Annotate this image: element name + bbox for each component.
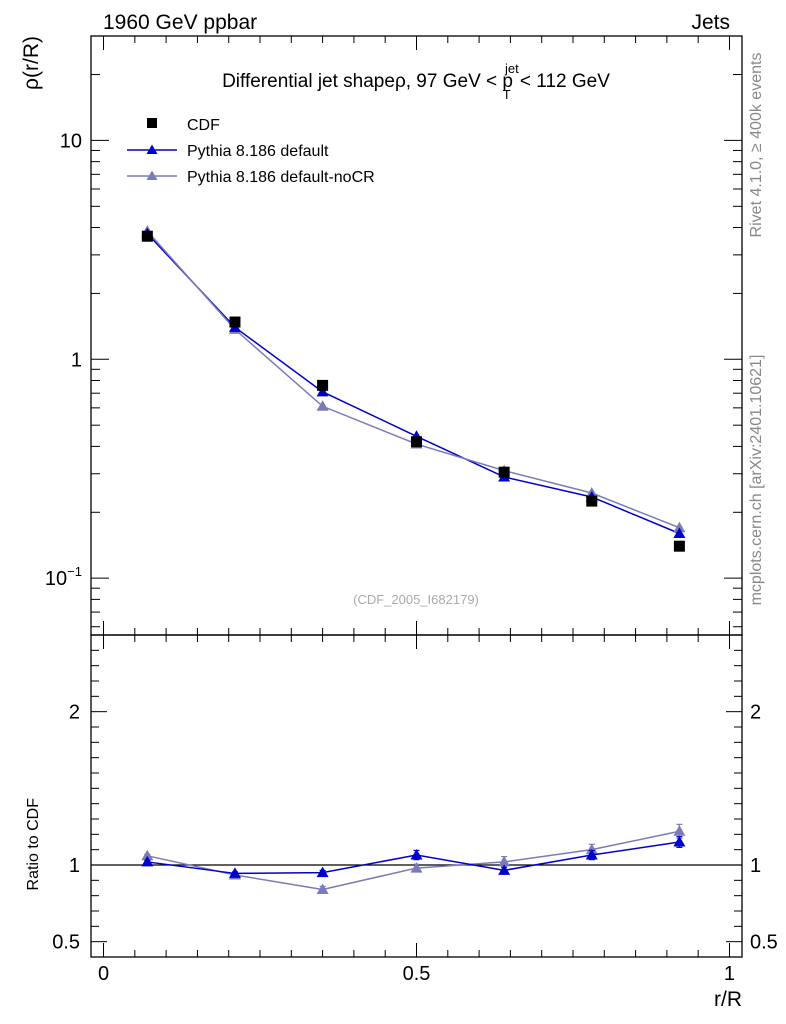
- ratio-data-point: [585, 843, 598, 855]
- legend-label-nocr: Pythia 8.186 default-noCR: [187, 169, 375, 186]
- ratio-data-point: [498, 864, 511, 875]
- mc-data-point: [673, 521, 686, 533]
- chart-title-sub: T: [503, 87, 511, 102]
- xlabel: r/R: [714, 988, 742, 1011]
- cdf-data-point: [411, 436, 422, 448]
- ratio-y-tick-label: 2: [69, 702, 80, 724]
- ratio-axes: 0 0.5 1 0.5 0.5 1 1 2 2: [52, 649, 778, 985]
- ratio-series-line: [147, 830, 680, 891]
- ratio-y-tick-label: 0.5: [52, 932, 80, 954]
- ratio-data-point: [316, 866, 329, 878]
- cdf-data-point: [141, 230, 153, 242]
- main-ylabel: ρ(r/R): [20, 36, 43, 90]
- mc-data-point: [316, 385, 329, 397]
- ratio-panel-frame: [90, 634, 743, 958]
- main-series-line: [146, 233, 680, 535]
- cdf-data-point: [317, 379, 329, 391]
- ratio-data-point: [228, 867, 241, 878]
- ratio-data-point: [498, 855, 511, 867]
- chart-title-suffix: < 112 GeV: [515, 71, 611, 92]
- chart-title-prefix: Differential jet shapeρ, 97 GeV < p: [222, 71, 513, 92]
- chart-title-sup: jet: [504, 61, 519, 76]
- y-tick-label-base: 10: [45, 568, 67, 590]
- mc-data-point: [316, 400, 329, 411]
- main-series-line: [146, 230, 680, 529]
- cdf-data-point: [673, 540, 685, 552]
- ratio-data-point: [673, 825, 686, 836]
- analysis-watermark: (CDF_2005_I682179): [353, 592, 479, 607]
- ratio-data-point: [141, 849, 154, 861]
- x-tick-label: 1: [724, 963, 735, 985]
- rivet-label: Rivet 4.1.0, ≥ 400k events: [748, 53, 765, 238]
- chart-title: Differential jet shapeρ, 97 GeV < pjet T …: [222, 61, 610, 102]
- ratio-data-point: [673, 836, 686, 847]
- main-series: [141, 225, 686, 552]
- legend-marker-cdf: [147, 118, 157, 128]
- legend: CDF Pythia 8.186 default Pythia 8.186 de…: [127, 117, 375, 186]
- ratio-data-point: [316, 883, 329, 895]
- ratio-ylabel: Ratio to CDF: [25, 798, 42, 891]
- x-tick-label: 0.5: [403, 963, 431, 985]
- legend-label-default: Pythia 8.186 default: [187, 143, 329, 160]
- ratio-data-point: [141, 855, 154, 867]
- x-tick-label: 0: [98, 963, 109, 985]
- y-tick-label: 1: [71, 349, 82, 371]
- mc-data-point: [673, 527, 686, 538]
- ratio-y-tick-label-right: 1: [750, 855, 761, 877]
- ratio-series: [141, 823, 686, 895]
- ratio-data-point: [585, 849, 598, 860]
- y-tick-label-exp: −1: [67, 564, 82, 579]
- cdf-data-point: [498, 466, 510, 478]
- y-tick-label: 10: [60, 130, 82, 152]
- ratio-y-tick-label-right: 2: [750, 702, 761, 724]
- mcplots-label: mcplots.cern.ch [arXiv:2401.10621]: [748, 355, 765, 606]
- legend-marker-nocr: [146, 170, 158, 180]
- header-process: Jets: [691, 11, 730, 34]
- ratio-y-tick-label: 1: [69, 855, 80, 877]
- y-tick-label: 10−1: [45, 564, 82, 590]
- ratio-y-tick-label-right: 0.5: [750, 932, 778, 954]
- legend-label-cdf: CDF: [187, 117, 220, 134]
- ratio-data-point: [410, 849, 423, 860]
- ratio-data-point: [410, 862, 423, 873]
- cdf-data-point: [586, 495, 598, 507]
- legend-marker-default: [146, 144, 158, 154]
- cdf-data-point: [229, 316, 241, 328]
- header-energy: 1960 GeV ppbar: [103, 11, 257, 34]
